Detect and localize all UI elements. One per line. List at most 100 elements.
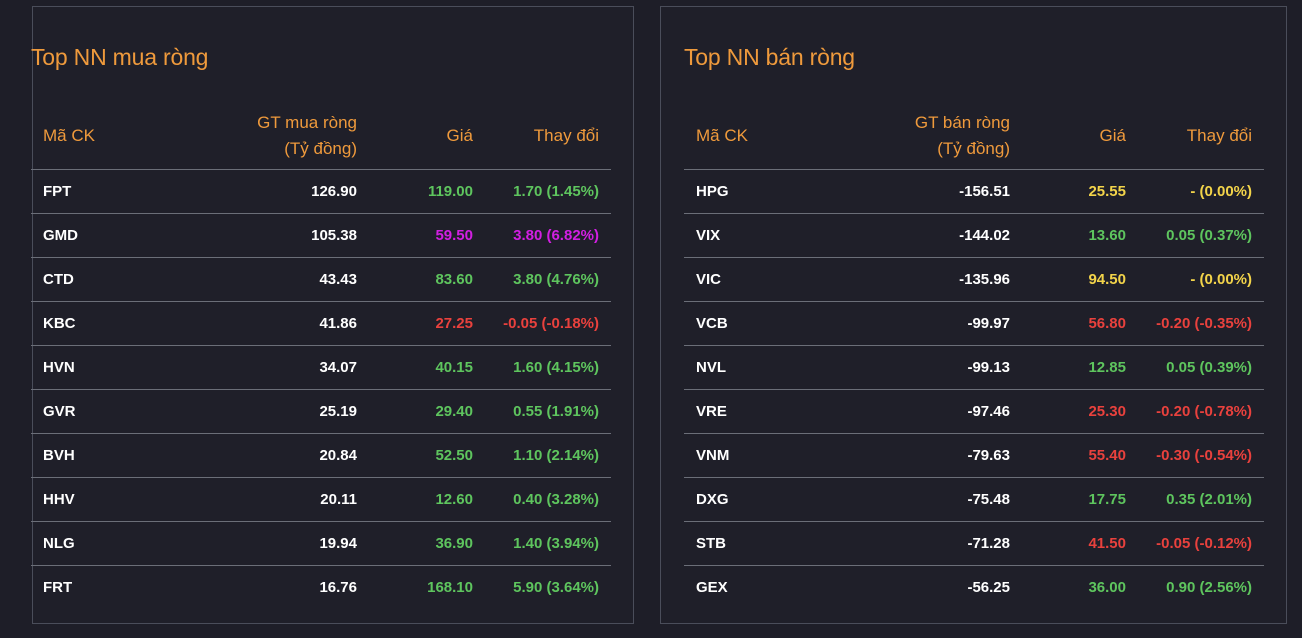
price-change: 1.60 (4.15%) (485, 345, 611, 390)
stock-code: GEX (696, 579, 728, 596)
table-row[interactable]: VCB -99.97 56.80 -0.20 (-0.35%) (684, 301, 1264, 346)
table-row[interactable]: GEX -56.25 36.00 0.90 (2.56%) (684, 566, 1264, 610)
price-change: -0.20 (-0.78%) (1138, 389, 1264, 434)
price: 12.85 (1022, 345, 1138, 390)
price: 119.00 (369, 169, 485, 214)
table-row[interactable]: HHV 20.11 12.60 0.40 (3.28%) (31, 477, 611, 522)
price: 25.30 (1022, 389, 1138, 434)
table-row[interactable]: KBC 41.86 27.25 -0.05 (-0.18%) (31, 301, 611, 346)
price-change: 0.90 (2.56%) (1166, 579, 1252, 596)
price: 17.75 (1022, 477, 1138, 522)
panel-title: Top NN mua ròng (31, 44, 209, 70)
table-row[interactable]: NLG 19.94 36.90 1.40 (3.94%) (31, 521, 611, 566)
table-row[interactable]: GMD 105.38 59.50 3.80 (6.82%) (31, 213, 611, 258)
net-value: 16.76 (319, 579, 357, 596)
header-change: Thay đổi (485, 103, 611, 170)
panel-title: Top NN bán ròng (684, 44, 855, 70)
net-value: -156.51 (828, 169, 1022, 214)
net-value: -56.25 (967, 579, 1010, 596)
price-change: 5.90 (3.64%) (513, 579, 599, 596)
net-value: -71.28 (828, 521, 1022, 566)
stock-code: VRE (684, 389, 828, 434)
table-row[interactable]: VIX -144.02 13.60 0.05 (0.37%) (684, 213, 1264, 258)
header-net-value-line1: GT bán ròng (914, 113, 1010, 132)
net-value: 20.11 (175, 477, 369, 522)
net-value: 105.38 (175, 213, 369, 258)
header-code: Mã CK (684, 103, 828, 170)
price: 55.40 (1022, 433, 1138, 478)
net-value: 20.84 (175, 433, 369, 478)
table-header-row: Mã CK GT mua ròng (Tỷ đồng) Giá Thay đổi (31, 103, 611, 170)
stock-code: VIC (684, 257, 828, 302)
price: 56.80 (1022, 301, 1138, 346)
net-value: 41.86 (175, 301, 369, 346)
price-change: 0.05 (0.37%) (1138, 213, 1264, 258)
stock-code: NLG (31, 521, 175, 566)
net-value: 43.43 (175, 257, 369, 302)
price: 59.50 (369, 213, 485, 258)
stock-code: FPT (31, 169, 175, 214)
stock-code: VNM (684, 433, 828, 478)
price: 41.50 (1022, 521, 1138, 566)
top-foreign-net-sell-panel: Top NN bán ròng Mã CK GT bán ròng (Tỷ đồ… (660, 6, 1287, 624)
header-code: Mã CK (31, 103, 175, 170)
top-foreign-net-buy-panel: Top NN mua ròng Mã CK GT mua ròng (Tỷ đồ… (31, 6, 634, 624)
price-change: -0.05 (-0.18%) (485, 301, 611, 346)
table-row[interactable]: GVR 25.19 29.40 0.55 (1.91%) (31, 389, 611, 434)
price-change: 1.70 (1.45%) (485, 169, 611, 214)
stock-code: HHV (31, 477, 175, 522)
table-row[interactable]: NVL -99.13 12.85 0.05 (0.39%) (684, 345, 1264, 390)
stock-code: KBC (31, 301, 175, 346)
stock-code: GVR (31, 389, 175, 434)
stock-code: DXG (684, 477, 828, 522)
table-row[interactable]: VNM -79.63 55.40 -0.30 (-0.54%) (684, 433, 1264, 478)
price-change: 0.35 (2.01%) (1138, 477, 1264, 522)
price: 168.10 (427, 579, 473, 596)
price-change: 1.40 (3.94%) (485, 521, 611, 566)
net-sell-table-body: HPG -156.51 25.55- (0.00%) VIX -144.02 13.60 0… (684, 169, 1264, 610)
price-change: 0.40 (3.28%) (485, 477, 611, 522)
header-change: Thay đổi (1138, 103, 1264, 170)
stock-code: FRT (43, 579, 73, 596)
table-row[interactable]: BVH 20.84 52.50 1.10 (2.14%) (31, 433, 611, 478)
net-value: 34.07 (175, 345, 369, 390)
price: 12.60 (369, 477, 485, 522)
price: 13.60 (1022, 213, 1138, 258)
price: 36.90 (369, 521, 485, 566)
stock-code: CTD (31, 257, 175, 302)
stock-code: VCB (684, 301, 828, 346)
table-row[interactable]: DXG -75.48 17.75 0.35 (2.01%) (684, 477, 1264, 522)
price: 52.50 (369, 433, 485, 478)
table-row[interactable]: FPT 126.90 119.00 1.70 (1.45%) (31, 169, 611, 214)
net-value: 19.94 (175, 521, 369, 566)
price-change: - (0.00%) (1138, 169, 1264, 214)
price: 36.00 (1088, 579, 1126, 596)
stock-code: NVL (684, 345, 828, 390)
table-row[interactable]: FRT 16.76 168.10 5.90 (3.64%) (31, 566, 611, 610)
header-net-value-line2: (Tỷ đồng) (937, 139, 1010, 158)
header-price: Giá (1022, 103, 1138, 170)
table-row[interactable]: VRE -97.46 25.30 -0.20 (-0.78%) (684, 389, 1264, 434)
price-change: 0.05 (0.39%) (1138, 345, 1264, 390)
price-change: -0.05 (-0.12%) (1138, 521, 1264, 566)
table-row[interactable]: HPG -156.51 25.55- (0.00%) (684, 169, 1264, 214)
net-sell-table: Mã CK GT bán ròng (Tỷ đồng) Giá Thay đổi… (684, 103, 1264, 609)
price: 25.55 (1022, 169, 1138, 214)
table-row[interactable]: HVN 34.07 40.15 1.60 (4.15%) (31, 345, 611, 390)
table-row[interactable]: STB -71.28 41.50 -0.05 (-0.12%) (684, 521, 1264, 566)
table-row[interactable]: VIC -135.96 94.50- (0.00%) (684, 257, 1264, 302)
table-row[interactable]: CTD 43.43 83.60 3.80 (4.76%) (31, 257, 611, 302)
price-change: 1.10 (2.14%) (485, 433, 611, 478)
stock-code: HVN (31, 345, 175, 390)
stock-code: BVH (31, 433, 175, 478)
price: 83.60 (369, 257, 485, 302)
net-value: -135.96 (828, 257, 1022, 302)
header-net-value: GT bán ròng (Tỷ đồng) (828, 103, 1022, 170)
header-net-value: GT mua ròng (Tỷ đồng) (175, 103, 369, 170)
net-value: -97.46 (828, 389, 1022, 434)
price-change: 0.55 (1.91%) (485, 389, 611, 434)
price-change: -0.30 (-0.54%) (1138, 433, 1264, 478)
price-change: 3.80 (6.82%) (485, 213, 611, 258)
header-net-value-line2: (Tỷ đồng) (284, 139, 357, 158)
stock-code: HPG (684, 169, 828, 214)
